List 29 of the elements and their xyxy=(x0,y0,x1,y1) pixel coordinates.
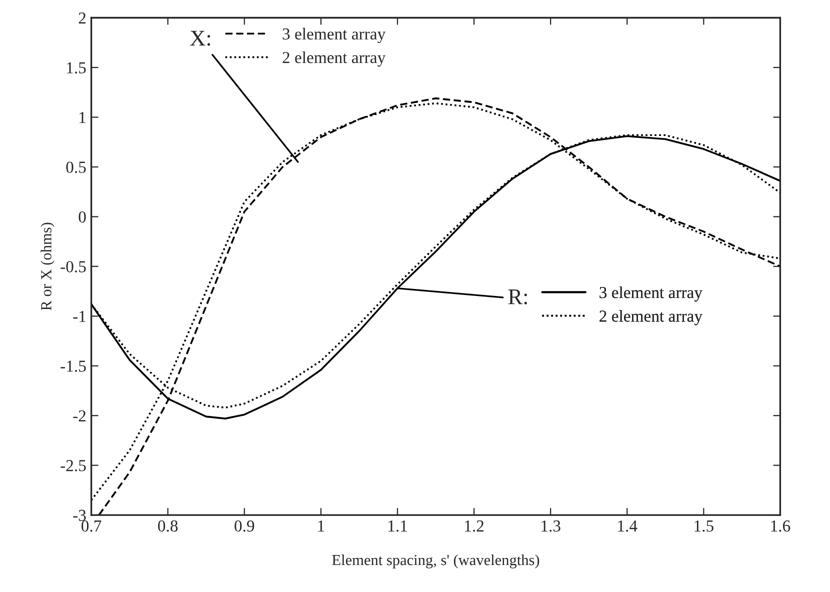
legend-label: 2 element array xyxy=(282,51,386,67)
x-tick-label: 1.6 xyxy=(771,520,790,532)
x-tick-label: 0.7 xyxy=(82,520,102,532)
y-tick-label: -0.5 xyxy=(60,261,86,272)
y-tick-label: -2.5 xyxy=(60,460,86,472)
annotation: X: xyxy=(190,30,210,46)
legend-label: 2 element array xyxy=(600,310,702,326)
y-tick-label: 2 xyxy=(78,12,86,24)
y-tick-label: -3 xyxy=(73,510,86,521)
x-tick-label: 0.8 xyxy=(158,520,178,532)
x-tick-label: 1.2 xyxy=(465,520,484,532)
y-tick-label: 1.5 xyxy=(67,62,86,74)
y-tick-label: -2 xyxy=(73,410,86,422)
annotation: R: xyxy=(508,290,527,304)
x-tick-label: 1 xyxy=(318,520,324,532)
y-tick-label: 0.5 xyxy=(66,162,86,173)
x-tick-label: 0.9 xyxy=(234,520,254,532)
y-tick-label: 1 xyxy=(80,112,86,123)
y-tick-label: 0 xyxy=(78,211,86,223)
x-tick-label: 1.5 xyxy=(694,520,714,532)
x-axis-title: Element spacing, s' (wavelengths) xyxy=(332,554,540,568)
y-axis-title: R or X (ohms) xyxy=(40,222,54,310)
x-tick-label: 1.3 xyxy=(542,520,560,532)
y-tick-label: -1.5 xyxy=(60,360,86,372)
y-tick-label: -1 xyxy=(73,310,86,322)
x-tick-label: 1.4 xyxy=(618,520,638,532)
legend-label: 3 element array xyxy=(282,28,386,44)
legend-label: 3 element array xyxy=(600,286,702,302)
x-tick-label: 1.1 xyxy=(388,520,407,532)
